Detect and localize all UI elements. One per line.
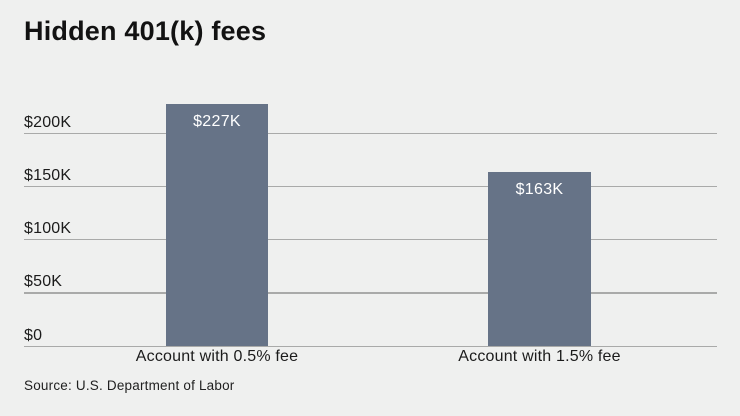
gridline-$50K <box>24 292 717 294</box>
bar-value-label: $227K <box>193 112 241 130</box>
bar-2 <box>488 171 591 347</box>
y-axis-tick-label: $100K <box>24 220 72 237</box>
x-axis-category-label: Account with 0.5% fee <box>135 348 299 365</box>
source-note: Source: U.S. Department of Labor <box>24 378 235 393</box>
gridline-$0 <box>24 345 717 347</box>
y-axis-tick-label: $200K <box>24 113 72 131</box>
gridline-$200K <box>24 132 717 134</box>
y-axis-tick-label: $50K <box>24 273 63 291</box>
y-axis-tick-label: $150K <box>24 166 72 184</box>
gridline-$100K <box>24 239 717 241</box>
chart-title: Hidden 401(k) fees <box>24 16 267 46</box>
bar-value-label: $163K <box>515 180 564 198</box>
y-axis-tick-label: $0 <box>24 326 43 344</box>
bar-1 <box>165 103 269 347</box>
gridline-$150K <box>24 185 717 188</box>
x-axis-category-label: Account with 1.5% fee <box>458 348 621 365</box>
